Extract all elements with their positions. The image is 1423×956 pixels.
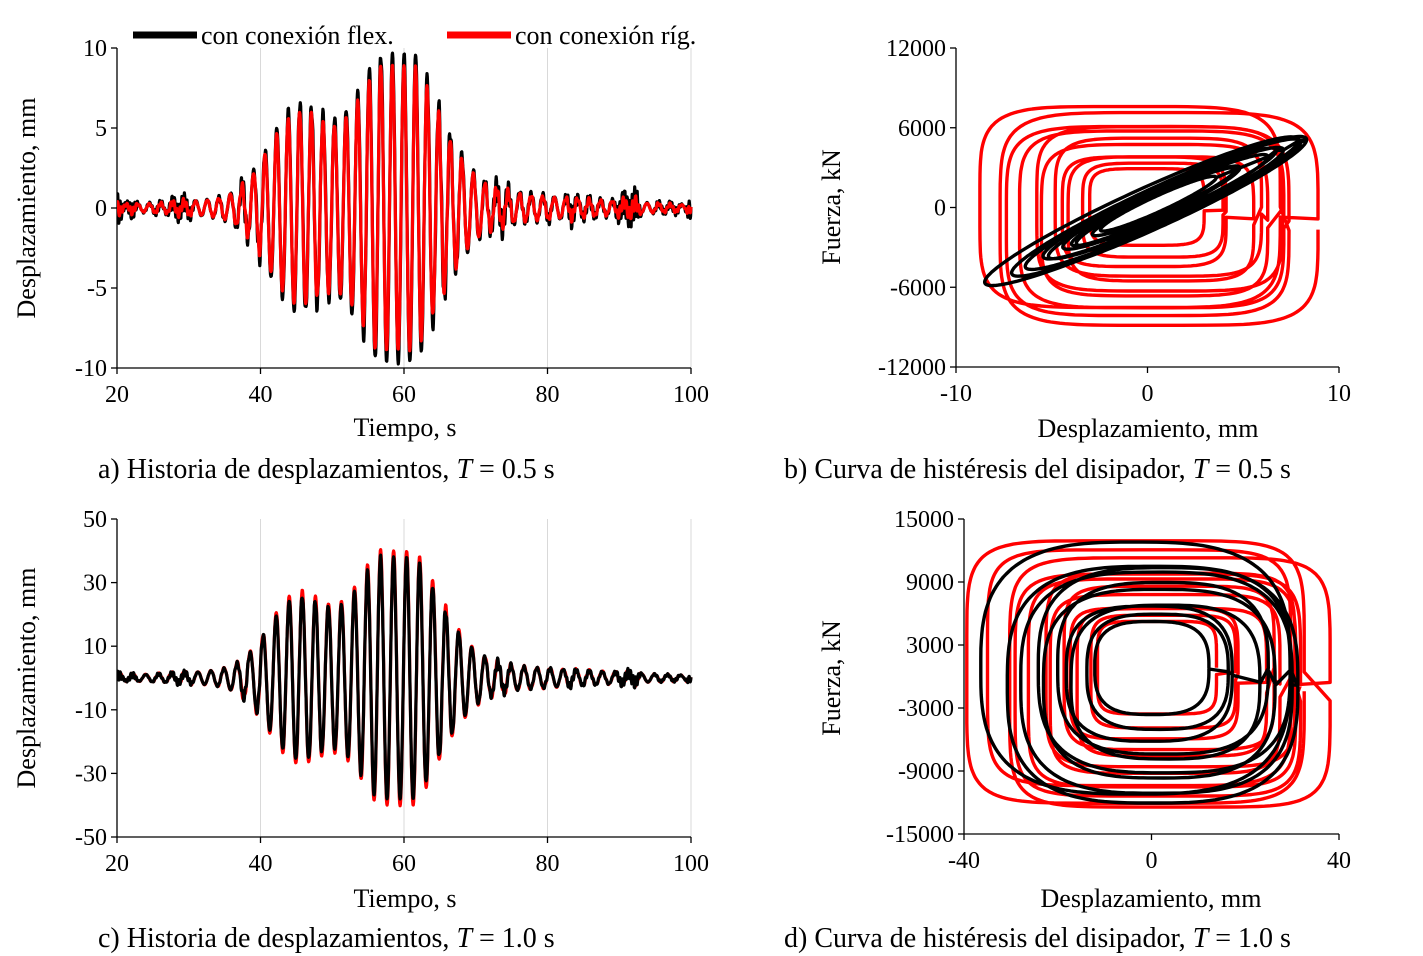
y-tick-label: 30 <box>83 571 107 597</box>
y-axis-label: Fuerza, kN <box>817 149 846 265</box>
y-tick-label: 3000 <box>906 633 954 659</box>
x-tick-label: 10 <box>1327 381 1351 407</box>
x-tick-label: -10 <box>940 381 972 407</box>
x-tick-label: 80 <box>536 382 560 408</box>
y-tick-label: 5 <box>95 116 107 142</box>
y-tick-label: -10 <box>75 356 107 382</box>
series-rig-line <box>978 104 1320 327</box>
y-tick-label: 10 <box>83 634 107 660</box>
x-tick-label: 100 <box>673 851 709 877</box>
legend: con conexión flex. con conexión ríg. <box>133 21 696 50</box>
x-tick-label: -40 <box>948 848 980 874</box>
y-tick-label: 10 <box>83 36 107 62</box>
x-tick-label: 0 <box>1142 381 1154 407</box>
x-axis-label: Tiempo, s <box>353 884 456 913</box>
x-tick-label: 20 <box>105 382 129 408</box>
caption-variable: T <box>1193 454 1211 485</box>
x-axis-label: Desplazamiento, mm <box>1041 884 1262 913</box>
x-tick-label: 60 <box>392 851 416 877</box>
y-axis-label: Desplazamiento, mm <box>12 98 41 319</box>
y-tick-label: -12000 <box>878 355 946 381</box>
caption-suffix: = 1.0 s <box>1208 923 1291 954</box>
chart-a: -10 -5 0 5 10 20 40 60 80 100 Tiempo, s Desplazamie… <box>12 36 709 485</box>
series-flex-line <box>117 553 693 801</box>
caption-variable: T <box>1193 923 1211 954</box>
x-tick-label: 40 <box>1327 848 1351 874</box>
x-tick-label: 40 <box>249 851 273 877</box>
caption-prefix: a) Historia de desplazamientos, <box>98 454 456 485</box>
y-tick-label: 6000 <box>898 116 946 142</box>
y-tick-label: 15000 <box>894 507 954 533</box>
caption-variable: T <box>456 923 474 954</box>
chart-caption: a) Historia de desplazamientos, T = 0.5 … <box>98 454 555 485</box>
legend-label-flex: con conexión flex. <box>201 21 394 50</box>
legend-label-rig: con conexión ríg. <box>515 21 696 50</box>
chart-b: -12000 -6000 0 6000 12000 -10 0 10 Desplazamient… <box>784 36 1351 485</box>
y-tick-label: 0 <box>934 196 946 222</box>
caption-prefix: b) Curva de histéresis del disipador, <box>784 454 1193 485</box>
caption-suffix: = 0.5 s <box>1208 454 1291 485</box>
x-axis-label: Tiempo, s <box>353 413 456 442</box>
y-tick-label: -5 <box>87 276 107 302</box>
chart-caption: b) Curva de histéresis del disipador, T … <box>784 454 1291 485</box>
caption-suffix: = 1.0 s <box>472 923 555 954</box>
x-axis-label: Desplazamiento, mm <box>1038 414 1259 443</box>
y-axis-label: Fuerza, kN <box>817 620 846 736</box>
x-tick-label: 0 <box>1146 848 1158 874</box>
chart-caption: d) Curva de histéresis del disipador, T … <box>784 923 1291 954</box>
y-tick-label: 9000 <box>906 570 954 596</box>
x-tick-label: 80 <box>536 851 560 877</box>
caption-suffix: = 0.5 s <box>472 454 555 485</box>
series-flex-line <box>979 540 1300 805</box>
caption-prefix: d) Curva de histéresis del disipador, <box>784 923 1193 954</box>
chart-c: -50 -30 -10 10 30 50 20 40 60 80 100 Tiempo, s Despl… <box>12 507 709 954</box>
y-tick-label: 12000 <box>886 36 946 62</box>
y-tick-label: 50 <box>83 507 107 533</box>
series-rig-line <box>117 63 693 353</box>
chart-caption: c) Historia de desplazamientos, T = 1.0 … <box>98 923 555 954</box>
series-flex-line <box>983 134 1309 288</box>
x-tick-label: 40 <box>249 382 273 408</box>
y-tick-label: -10 <box>75 698 107 724</box>
y-axis-label: Desplazamiento, mm <box>12 568 41 789</box>
x-tick-label: 60 <box>392 382 416 408</box>
y-tick-label: -3000 <box>898 696 954 722</box>
y-tick-label: -15000 <box>886 822 954 848</box>
caption-prefix: c) Historia de desplazamientos, <box>98 923 456 954</box>
y-tick-label: -6000 <box>890 275 946 301</box>
x-tick-label: 20 <box>105 851 129 877</box>
y-tick-label: -30 <box>75 761 107 787</box>
y-tick-label: -50 <box>75 825 107 851</box>
caption-variable: T <box>456 454 474 485</box>
x-tick-label: 100 <box>673 382 709 408</box>
chart-d: -15000 -9000 -3000 3000 9000 15000 -40 0 40 Despl… <box>784 507 1351 954</box>
y-tick-label: 0 <box>95 196 107 222</box>
y-tick-label: -9000 <box>898 759 954 785</box>
